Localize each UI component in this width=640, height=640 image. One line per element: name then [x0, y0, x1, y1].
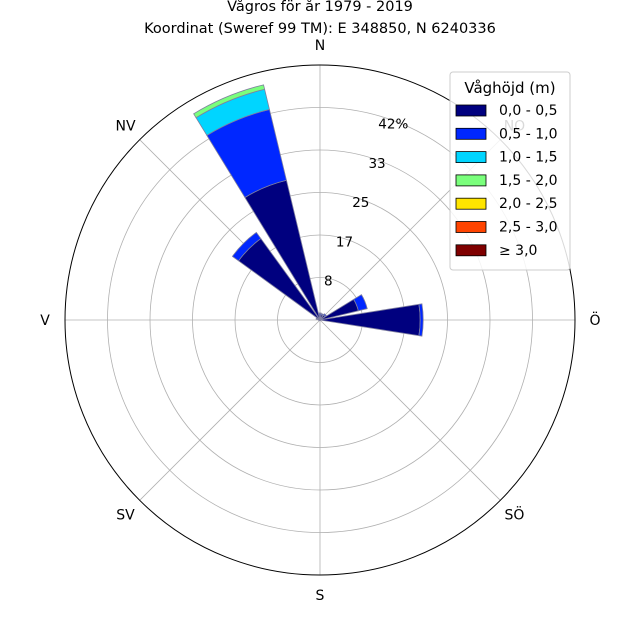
legend-swatch [455, 104, 487, 117]
direction-label: V [40, 313, 50, 329]
chart-title: Vågros för år 1979 - 2019 [227, 0, 413, 15]
radial-tick-label: 33 [368, 156, 385, 172]
wind-rose-bar-segment [193, 84, 266, 119]
direction-label: SÖ [505, 505, 525, 523]
direction-label: Ö [589, 311, 600, 329]
legend-label: 1,0 - 1,5 [499, 150, 557, 166]
wind-rose-bars [193, 84, 424, 337]
legend-items: 0,0 - 0,5 0,5 - 1,0 1,0 - 1,5 1,5 - 2,0 2,0 … [455, 103, 557, 259]
legend-label: 2,5 - 3,0 [499, 220, 557, 236]
radial-tick-label: 17 [336, 234, 353, 250]
radial-tick-label: 25 [352, 195, 369, 211]
wind-rose-bar-segment [320, 313, 324, 316]
legend: Våghöjd (m) 0,0 - 0,5 0,5 - 1,0 1,0 - 1,5 1… [449, 71, 571, 271]
wind-rose-bar-segment [231, 231, 262, 262]
legend-label: 0,0 - 0,5 [499, 103, 557, 119]
legend-swatch [455, 197, 487, 210]
wind-rose-bar-segment [418, 303, 424, 337]
wind-rose-bar-segment [319, 303, 421, 337]
legend-label: ≥ 3,0 [499, 243, 537, 259]
grid-spoke [139, 319, 321, 501]
direction-label: S [316, 588, 325, 604]
chart-subtitle: Koordinat (Sweref 99 TM): E 348850, N 62… [144, 21, 496, 37]
legend-swatch [455, 221, 487, 233]
polar-frame [64, 64, 576, 576]
direction-label: N [315, 38, 325, 54]
radial-tick-label: 8 [324, 274, 333, 290]
legend-swatch [455, 244, 487, 257]
direction-label: NV [116, 119, 136, 135]
legend-frame [449, 71, 571, 271]
radial-tick-label: 42% [378, 117, 408, 133]
legend-swatch [455, 127, 487, 140]
legend-swatch [455, 174, 487, 187]
wind-rose-bar-segment [353, 294, 368, 312]
legend-title: Våghöjd (m) [464, 79, 555, 97]
wind-rose-bar-segment [318, 312, 322, 314]
direction-label: SV [116, 507, 135, 523]
legend-swatch [455, 151, 487, 164]
grid-spoke [319, 319, 501, 501]
wind-rose-bar-segment [323, 313, 327, 317]
legend-label: 2,0 - 2,5 [499, 196, 557, 212]
legend-label: 1,5 - 2,0 [499, 173, 557, 189]
legend-label: 0,5 - 1,0 [499, 126, 557, 142]
